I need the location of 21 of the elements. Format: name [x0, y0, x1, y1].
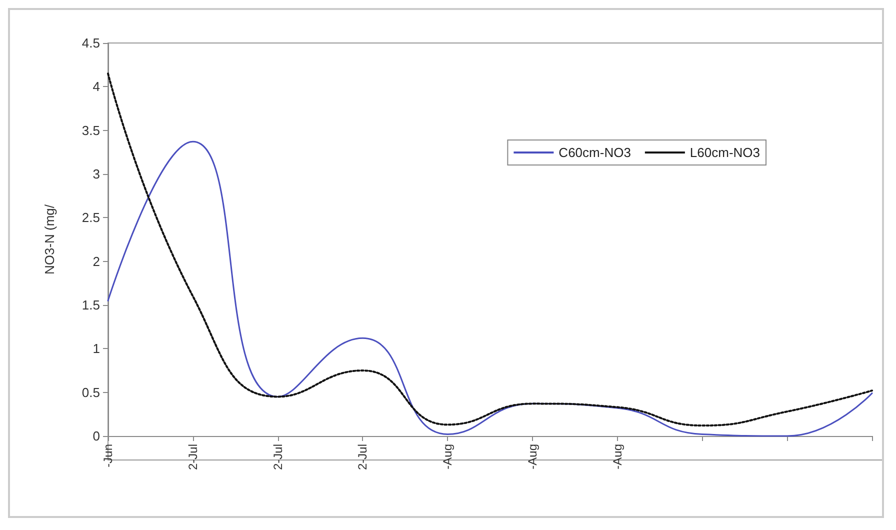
y-tick-label: 0	[92, 428, 100, 444]
legend-label: L60cm-NO3	[690, 145, 760, 160]
x-tick-label: -Jun	[101, 444, 115, 468]
y-tick-label: 1	[92, 341, 100, 356]
y-tick-label: 1.5	[82, 298, 100, 312]
y-tick-label: 4	[92, 79, 100, 94]
x-tick-label: 2-Jul	[356, 444, 370, 470]
line-series	[107, 72, 873, 427]
x-tick-label: -Aug	[440, 444, 455, 470]
y-tick-label: 3.5	[82, 122, 100, 138]
y-tick-label: 0.5	[82, 384, 100, 400]
y-tick-label: 3	[92, 166, 100, 182]
y-tick-label: 2.5	[82, 210, 100, 226]
x-tick-label: -Aug	[525, 444, 540, 470]
y-tick-label: 2	[92, 254, 100, 269]
x-tick-label: 2-Jul	[186, 444, 200, 470]
y-axis-title: NO3-N (mg/	[42, 204, 57, 275]
y-tick-label: 4.5	[82, 36, 100, 50]
x-tick-label: -Aug	[610, 444, 624, 470]
legend-label: C60cm-NO3	[558, 145, 631, 160]
x-tick-label: 2-Jul	[270, 444, 285, 470]
